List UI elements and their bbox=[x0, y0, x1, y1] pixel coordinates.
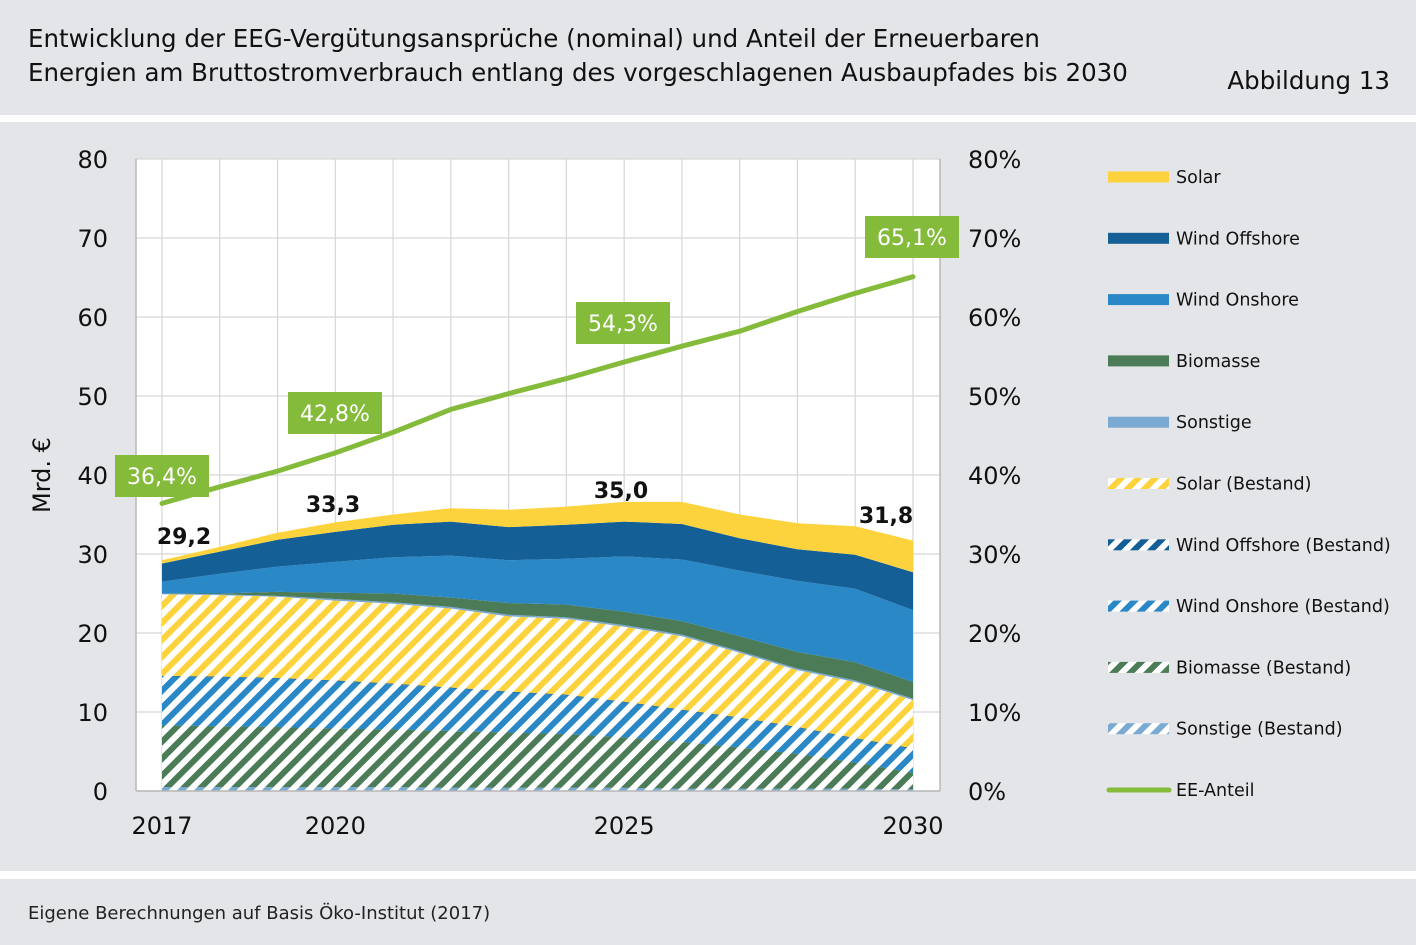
y-tick-label: 50 bbox=[77, 383, 108, 411]
y2-tick-label: 60% bbox=[968, 304, 1021, 332]
line-data-label-text: 65,1% bbox=[877, 226, 947, 251]
legend-item-solar-bestand: Solar (Bestand) bbox=[1108, 475, 1312, 495]
y2-tick-label: 0% bbox=[968, 778, 1006, 806]
legend-label: Sonstige (Bestand) bbox=[1176, 720, 1343, 740]
area-biomasse-bestand bbox=[162, 725, 913, 790]
y-tick-label: 70 bbox=[77, 225, 108, 253]
legend-swatch bbox=[1108, 723, 1169, 735]
legend-label: Wind Onshore bbox=[1176, 291, 1299, 311]
legend-label: EE-Anteil bbox=[1176, 781, 1254, 801]
total-data-label: 35,0 bbox=[594, 479, 648, 504]
area-solar bbox=[162, 501, 913, 573]
legend-label: Wind Offshore (Bestand) bbox=[1176, 536, 1391, 556]
legend-item-solar: Solar bbox=[1108, 168, 1221, 188]
total-data-label: 31,8 bbox=[859, 504, 913, 529]
area-biomasse bbox=[162, 591, 913, 699]
legend-label: Sonstige bbox=[1176, 413, 1252, 433]
legend-item-wind-onshore: Wind Onshore bbox=[1108, 291, 1299, 311]
chart-title: Entwicklung der EEG-Vergütungsansprüche … bbox=[28, 22, 1128, 90]
legend-item-sonstige: Sonstige bbox=[1108, 413, 1252, 433]
footer-panel bbox=[0, 879, 1416, 945]
area-solar-bestand bbox=[162, 594, 913, 749]
legend-swatch bbox=[1108, 416, 1169, 428]
legend-swatch bbox=[1108, 600, 1169, 612]
legend-swatch bbox=[1108, 539, 1169, 551]
y2-tick-label: 20% bbox=[968, 620, 1021, 648]
legend-item-wind-offshore-bestand: Wind Offshore (Bestand) bbox=[1108, 536, 1391, 556]
line-data-label-box bbox=[115, 455, 209, 497]
y-tick-label: 30 bbox=[77, 541, 108, 569]
line-data-label: 42,8% bbox=[288, 392, 382, 434]
line-data-label: 54,3% bbox=[576, 302, 670, 344]
legend-item-wind-onshore-bestand: Wind Onshore (Bestand) bbox=[1108, 597, 1390, 617]
x-tick-label: 2020 bbox=[305, 812, 366, 840]
line-data-label: 36,4% bbox=[115, 455, 209, 497]
legend-label: Wind Onshore (Bestand) bbox=[1176, 597, 1390, 617]
line-data-label-box bbox=[576, 302, 670, 344]
chart-title-line-1: Entwicklung der EEG-Vergütungsansprüche … bbox=[28, 24, 1040, 53]
line-data-label-text: 54,3% bbox=[588, 312, 658, 337]
legend-swatch bbox=[1108, 294, 1169, 306]
y-tick-label: 60 bbox=[77, 304, 108, 332]
total-data-label: 33,3 bbox=[306, 493, 360, 518]
x-tick-label: 2030 bbox=[882, 812, 943, 840]
legend-swatch bbox=[1108, 232, 1169, 244]
y-tick-label: 10 bbox=[77, 699, 108, 727]
legend-item-biomasse-bestand: Biomasse (Bestand) bbox=[1108, 658, 1351, 678]
legend-swatch bbox=[1108, 661, 1169, 673]
line-data-label-text: 42,8% bbox=[300, 402, 370, 427]
legend-label: Solar (Bestand) bbox=[1176, 475, 1312, 495]
legend-swatch bbox=[1108, 355, 1169, 367]
source-note: Eigene Berechnungen auf Basis Öko-Instit… bbox=[28, 903, 491, 924]
y-tick-label: 40 bbox=[77, 462, 108, 490]
legend-label: Solar bbox=[1176, 168, 1221, 188]
area-wind-onshore-bestand bbox=[162, 676, 913, 773]
legend-swatch bbox=[1108, 478, 1169, 489]
legend-item-wind-offshore: Wind Offshore bbox=[1108, 229, 1300, 249]
header-panel bbox=[0, 0, 1416, 115]
y2-tick-label: 10% bbox=[968, 699, 1021, 727]
legend-item-ee-anteil: EE-Anteil bbox=[1106, 781, 1254, 801]
line-data-label-box bbox=[865, 216, 959, 258]
x-tick-label: 2025 bbox=[594, 812, 655, 840]
y2-tick-label: 50% bbox=[968, 383, 1021, 411]
legend-item-sonstige-bestand: Sonstige (Bestand) bbox=[1108, 720, 1343, 740]
legend-label: Biomasse bbox=[1176, 352, 1260, 372]
figure-label: Abbildung 13 bbox=[1227, 66, 1390, 95]
area-wind-onshore bbox=[162, 555, 913, 682]
legend-label: Wind Offshore bbox=[1176, 229, 1300, 249]
line-ee-anteil bbox=[159, 274, 916, 506]
total-data-label: 29,2 bbox=[157, 525, 211, 550]
area-sonstige-bestand bbox=[162, 787, 913, 791]
legend-swatch bbox=[1108, 171, 1169, 183]
y2-tick-label: 80% bbox=[968, 146, 1021, 174]
area-wind-offshore bbox=[162, 521, 913, 611]
y-tick-label: 0 bbox=[93, 778, 108, 806]
y-tick-label: 80 bbox=[77, 146, 108, 174]
chart-title-line-2: Energien am Bruttostromverbrauch entlang… bbox=[28, 58, 1128, 87]
legend-label: Biomasse (Bestand) bbox=[1176, 658, 1351, 678]
y2-tick-label: 30% bbox=[968, 541, 1021, 569]
x-tick-label: 2017 bbox=[131, 812, 192, 840]
y2-tick-label: 70% bbox=[968, 225, 1021, 253]
y-tick-label: 20 bbox=[77, 620, 108, 648]
line-data-label-box bbox=[288, 392, 382, 434]
y2-tick-label: 40% bbox=[968, 462, 1021, 490]
legend-item-biomasse: Biomasse bbox=[1108, 352, 1260, 372]
line-data-label: 65,1% bbox=[865, 216, 959, 258]
line-data-label-text: 36,4% bbox=[127, 465, 197, 490]
y-axis-title: Mrd. € bbox=[28, 437, 56, 513]
